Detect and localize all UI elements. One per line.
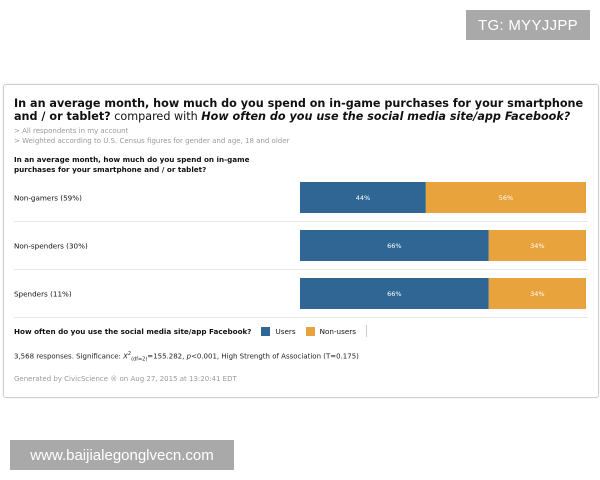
note-weighting: > Weighted according to U.S. Census figu… [14, 137, 290, 145]
significance-stats: 3,568 responses. Significance: X2(df=2)=… [14, 351, 359, 363]
legend-label-users: Users [275, 326, 296, 336]
data-label: 56% [499, 194, 513, 202]
data-label: 34% [530, 290, 544, 298]
legend-item-non-users: Non-users [305, 326, 356, 336]
title-question-1: In an average month, how much do you spe… [14, 97, 584, 123]
watermark-bottom: www.baijialegonglvecn.com [10, 440, 234, 470]
bar-users [300, 230, 489, 261]
legend-item-users: Users [261, 326, 296, 336]
stats-rest: <0.001, High Strength of Association (T=… [191, 352, 359, 361]
bar-users [300, 278, 489, 309]
data-label: 34% [530, 242, 544, 250]
chart-title: In an average month, how much do you spe… [14, 97, 589, 123]
bar-non-users [488, 278, 586, 309]
chart-card: In an average month, how much do you spe… [3, 84, 599, 398]
stats-p: p [186, 352, 192, 361]
category-label: Non-spenders (30%) [14, 242, 88, 251]
stats-sub: (df=2) [131, 356, 148, 363]
category-label: Non-gamers (59%) [14, 194, 82, 203]
data-label: 66% [387, 242, 401, 250]
legend: How often do you use the social media si… [14, 325, 367, 337]
category-label: Spenders (11%) [14, 290, 72, 299]
bar-non-users [425, 182, 586, 213]
watermark-top: TG: MYYJJPP [466, 10, 590, 40]
bar-non-users [488, 230, 586, 261]
stacked-bar-chart: Non-gamers (59%) 44% 56% Non-spenders (30%)… [14, 182, 588, 318]
bar-users [300, 182, 426, 213]
legend-separator [365, 325, 367, 337]
legend-swatch-users [261, 326, 271, 336]
legend-swatch-non-users [305, 326, 315, 336]
data-label: 44% [356, 194, 370, 202]
stats-sup: 2 [127, 351, 132, 357]
generated-footer: Generated by CivicScience ® on Aug 27, 2… [14, 375, 237, 383]
stats-value: =155.282, [147, 352, 187, 361]
data-label: 66% [387, 290, 401, 298]
stats-prefix: 3,568 responses. Significance: [14, 352, 124, 361]
legend-title: How often do you use the social media si… [14, 326, 252, 336]
legend-label-non-users: Non-users [319, 326, 356, 336]
stats-chi: X [123, 352, 128, 361]
note-respondents: > All respondents in my account [14, 127, 129, 135]
question-label: In an average month, how much do you spe… [14, 155, 250, 174]
title-question-2: How often do you use the social media si… [201, 110, 571, 123]
title-connector: compared with [110, 110, 202, 123]
